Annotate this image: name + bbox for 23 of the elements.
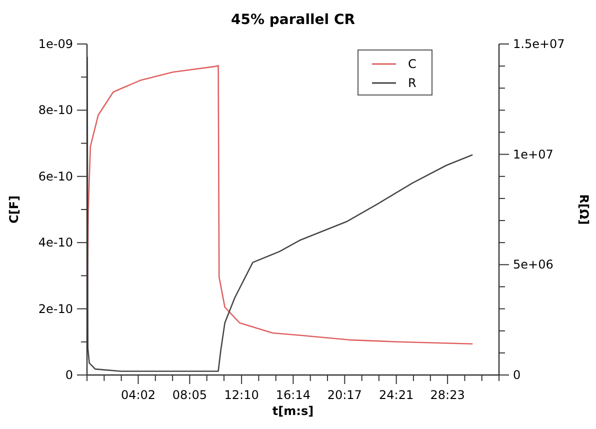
x-tick-label: 08:05 [172,388,207,402]
legend-label: R [408,76,416,90]
y2-tick-label: 1e+07 [513,147,554,162]
x-tick-label: 20:17 [327,388,362,402]
x-axis-title: t[m:s] [272,404,314,418]
y-tick-label: 0 [65,368,73,382]
y2-tick-label: 5e+06 [513,258,554,272]
y-tick-label: 1e-09 [38,37,73,51]
y-tick-label: 4e-10 [38,236,73,250]
y2-tick-label: 0 [513,368,521,382]
x-tick-label: 04:02 [120,388,156,402]
y-axis-title: C[F] [7,196,21,224]
y-tick-label: 8e-10 [38,103,73,118]
x-tick-label: 16:14 [276,388,311,402]
legend-label: C [408,57,416,71]
x-tick-label: 28:23 [430,388,465,402]
y-tick-label: 2e-10 [38,302,73,316]
x-tick-label: 12:10 [224,388,259,402]
y-tick-label: 6e-10 [38,169,73,184]
chart-title: 45% parallel CR [230,12,356,28]
y2-tick-label: 1.5e+07 [513,37,565,51]
x-tick-label: 24:21 [379,388,414,402]
y2-axis-title: R[Ω] [577,194,591,225]
